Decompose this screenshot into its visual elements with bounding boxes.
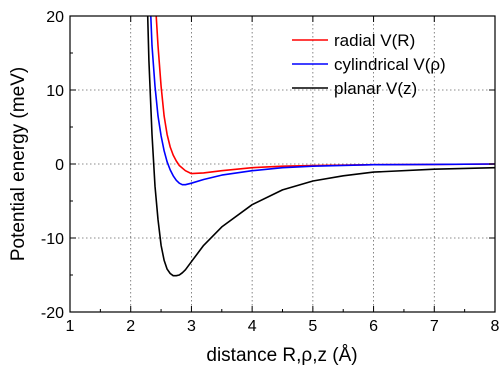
y-tick-label: 10 bbox=[46, 83, 64, 100]
x-tick-label: 7 bbox=[430, 318, 439, 335]
y-tick-label: 20 bbox=[46, 9, 64, 26]
series-group bbox=[146, 16, 495, 277]
x-tick-label: 6 bbox=[369, 318, 378, 335]
x-axis-title: distance R,ρ,z (Å) bbox=[206, 345, 357, 366]
x-tick-label: 2 bbox=[126, 318, 135, 335]
x-tick-label: 1 bbox=[66, 318, 75, 335]
x-tick-label: 3 bbox=[187, 318, 196, 335]
ticks: 1 2 3 4 5 6 7 8 -20 -10 0 10 20 bbox=[41, 9, 500, 335]
series-line bbox=[146, 16, 495, 277]
x-tick-label: 4 bbox=[248, 318, 257, 335]
y-axis-title: Potential energy (meV) bbox=[8, 67, 29, 261]
x-tick-label: 8 bbox=[491, 318, 500, 335]
legend-label: cylindrical V(ρ) bbox=[334, 55, 446, 74]
series-line bbox=[150, 16, 495, 186]
x-tick-label: 5 bbox=[308, 318, 317, 335]
legend: radial V(R) cylindrical V(ρ) planar V(z) bbox=[292, 31, 446, 98]
y-tick-label: -10 bbox=[41, 231, 64, 248]
y-tick-label: -20 bbox=[41, 305, 64, 322]
legend-label: planar V(z) bbox=[334, 79, 417, 98]
y-tick-label: 0 bbox=[55, 157, 64, 174]
legend-label: radial V(R) bbox=[334, 31, 415, 50]
